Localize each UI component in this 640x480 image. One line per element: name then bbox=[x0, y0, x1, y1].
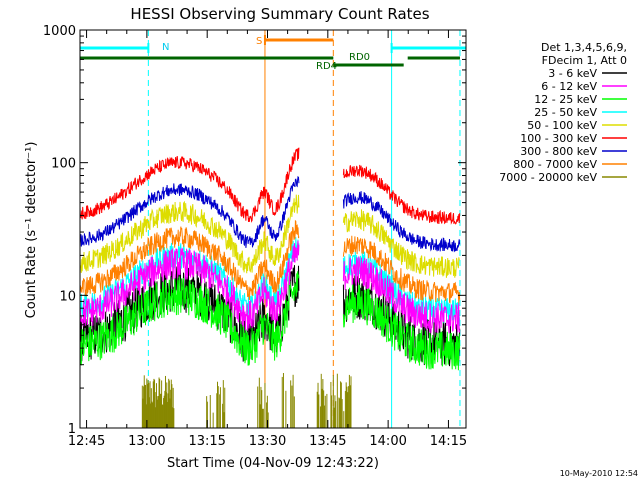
legend-label: 12 - 25 keV bbox=[534, 93, 597, 106]
x-tick-label: 13:45 bbox=[309, 434, 346, 449]
series-spikes bbox=[141, 373, 352, 428]
legend-header-line-2: FDecim 1, Att 0 bbox=[542, 54, 627, 67]
legend-label: 25 - 50 keV bbox=[534, 106, 597, 119]
flag-segments bbox=[80, 35, 466, 67]
flag-label-n: N bbox=[162, 42, 169, 53]
y-tick-label: 10 bbox=[59, 289, 76, 304]
flag-label-rd4: RD4 bbox=[316, 61, 337, 72]
series-line bbox=[79, 194, 300, 274]
legend-label: 6 - 12 keV bbox=[541, 80, 597, 93]
legend: Det 1,3,4,5,6,9, FDecim 1, Att 0 3 - 6 k… bbox=[499, 41, 627, 184]
legend-label: 7000 - 20000 keV bbox=[499, 171, 597, 184]
x-tick-label: 14:00 bbox=[369, 434, 406, 449]
y-tick-label: 100 bbox=[51, 157, 76, 172]
x-tick-label: 13:30 bbox=[249, 434, 286, 449]
marker-lines bbox=[147, 30, 461, 428]
plot-frame bbox=[79, 29, 467, 429]
x-tick-label: 13:00 bbox=[128, 434, 165, 449]
series-layer bbox=[79, 147, 461, 428]
flag-label-rd0: RD0 bbox=[349, 52, 370, 63]
x-axis-label: Start Time (04-Nov-09 12:43:22) bbox=[167, 456, 379, 471]
x-tick-label: 14:15 bbox=[430, 434, 467, 449]
series-line bbox=[342, 164, 461, 225]
series-line bbox=[79, 175, 300, 248]
series-line bbox=[342, 284, 461, 371]
series-line bbox=[79, 240, 300, 331]
series-line bbox=[342, 235, 461, 304]
footer-date: 10-May-2010 12:54 bbox=[560, 469, 638, 478]
chart-title: HESSI Observing Summary Count Rates bbox=[130, 5, 429, 23]
series-line bbox=[79, 219, 300, 301]
axis-ticks: 12:45 13:00 13:15 13:30 13:45 14:00 14:15 1 10 10… bbox=[43, 24, 467, 449]
y-tick-label: 1000 bbox=[43, 24, 76, 39]
legend-header-line-1: Det 1,3,4,5,6,9, bbox=[541, 41, 627, 54]
series-line bbox=[79, 147, 300, 223]
legend-label: 800 - 7000 keV bbox=[513, 158, 597, 171]
series-line bbox=[79, 271, 300, 366]
y-axis-label: Count Rate (s⁻¹ detector⁻¹) bbox=[24, 142, 39, 319]
legend-label: 50 - 100 keV bbox=[527, 119, 597, 132]
series-line bbox=[342, 250, 461, 324]
legend-label: 300 - 800 keV bbox=[520, 145, 597, 158]
series-line bbox=[342, 209, 460, 278]
y-tick-label: 1 bbox=[68, 422, 76, 437]
legend-label: 100 - 300 keV bbox=[520, 132, 597, 145]
flag-label-s: S bbox=[256, 36, 262, 47]
legend-label: 3 - 6 keV bbox=[548, 67, 597, 80]
series-line bbox=[342, 191, 461, 253]
x-tick-label: 12:45 bbox=[68, 434, 105, 449]
x-tick-label: 13:15 bbox=[188, 434, 225, 449]
series-line bbox=[342, 256, 461, 334]
